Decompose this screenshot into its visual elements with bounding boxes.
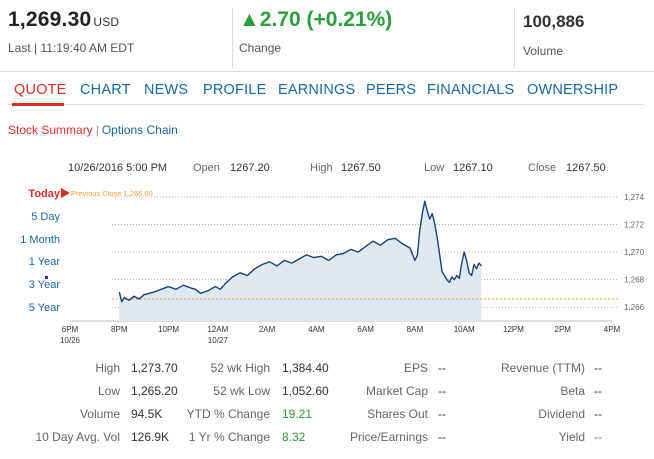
x-tick-label: 6AM: [357, 325, 374, 334]
stat-value: --: [594, 407, 602, 421]
stat-value: 19.21: [282, 407, 313, 421]
stat-value: --: [594, 430, 602, 444]
stat-value: 1,265.20: [131, 384, 178, 398]
stat-label: 52 wk High: [210, 361, 270, 375]
low-value: 1267.10: [453, 162, 493, 174]
x-tick-label: 12AM: [207, 325, 228, 334]
x-tick-label: 8PM: [111, 325, 128, 334]
stat-value: --: [594, 361, 602, 375]
y-tick-label: 1,272: [624, 221, 645, 230]
options-chain-link[interactable]: Options Chain: [101, 123, 178, 137]
stat-label: Revenue (TTM): [500, 361, 585, 375]
tab-profile[interactable]: PROFILE: [203, 82, 267, 98]
range-today[interactable]: Today: [28, 188, 60, 200]
tab-quote[interactable]: QUOTE: [14, 82, 67, 98]
tab-ownership[interactable]: OWNERSHIP: [527, 82, 619, 98]
tab-earnings[interactable]: EARNINGS: [278, 82, 356, 98]
tab-financials[interactable]: FINANCIALS: [427, 82, 515, 98]
price-box: 1,269.30 USD Last | 11:19:40 AM EDT: [8, 8, 222, 68]
currency-label: USD: [93, 15, 120, 29]
y-tick-label: 1,274: [624, 193, 645, 202]
stat-label: Volume: [79, 407, 120, 421]
stat-value: --: [438, 430, 446, 444]
y-tick-label: 1,270: [624, 248, 645, 257]
stat-value: 94.5K: [131, 407, 163, 421]
x-tick-label: 6PM: [62, 325, 79, 334]
today-marker-icon: [61, 188, 70, 198]
nav-divider: [8, 104, 644, 105]
range-3-year[interactable]: 3 Year: [28, 279, 60, 291]
main-nav: QUOTE CHART NEWS PROFILE EARNINGS PEERS …: [0, 80, 654, 104]
stat-value: 1,384.40: [282, 361, 329, 375]
stat-value: 1,273.70: [131, 361, 178, 375]
y-tick-label: 1,268: [624, 276, 645, 285]
up-arrow-icon: ▲: [239, 8, 260, 31]
tab-chart[interactable]: CHART: [80, 82, 131, 98]
x-tick-label: 10PM: [158, 325, 179, 334]
change-value: ▲2.70 (+0.21%): [239, 8, 393, 31]
active-tab-indicator: [12, 103, 64, 106]
stat-value: 8.32: [282, 430, 306, 444]
x-tick-label: 10AM: [454, 325, 475, 334]
stat-label: Shares Out: [367, 407, 428, 421]
subnav-separator: |: [95, 123, 99, 137]
range-1-month[interactable]: 1 Month: [20, 234, 60, 246]
stat-value: --: [438, 407, 446, 421]
low-label: Low: [424, 162, 445, 174]
x-tick-label: 8AM: [407, 325, 424, 334]
stat-label: Low: [97, 384, 120, 398]
stat-label: Price/Earnings: [349, 430, 428, 444]
y-tick-label: 1,266: [624, 303, 645, 312]
stat-label: Dividend: [538, 407, 585, 421]
open-value: 1267.20: [230, 162, 270, 174]
range-5-day[interactable]: 5 Day: [31, 211, 60, 223]
volume-box: 100,886 Volume: [514, 8, 654, 68]
high-label: High: [310, 162, 333, 174]
price-line: [118, 200, 482, 303]
stat-label: EPS: [403, 361, 428, 375]
stat-value: --: [438, 384, 446, 398]
stat-value: 1,052.60: [282, 384, 329, 398]
stat-value: --: [438, 361, 446, 375]
stat-label: 10 Day Avg. Vol: [35, 430, 120, 444]
stat-label: 1 Yr % Change: [188, 430, 270, 444]
volume-label: Volume: [523, 44, 564, 58]
change-box: ▲2.70 (+0.21%) Change: [232, 8, 508, 68]
range-marker-icon: [45, 276, 48, 279]
sub-nav: Stock Summary | Options Chain: [8, 123, 178, 137]
high-value: 1267.50: [341, 162, 381, 174]
stat-label: Yield: [558, 430, 585, 444]
x-tick-label: 4AM: [308, 325, 325, 334]
close-value: 1267.50: [566, 162, 606, 174]
x-tick-sublabel: 10/27: [208, 336, 229, 345]
price-area: [119, 201, 482, 321]
stat-value: --: [594, 384, 602, 398]
x-tick-label: 12PM: [503, 325, 524, 334]
stock-summary-link[interactable]: Stock Summary: [8, 123, 93, 137]
x-tick-label: 2PM: [555, 325, 572, 334]
quote-header: 1,269.30 USD Last | 11:19:40 AM EDT ▲2.70…: [0, 0, 654, 72]
last-price: 1,269.30 USD: [8, 8, 120, 31]
stat-label: High: [95, 361, 120, 375]
tab-news[interactable]: NEWS: [144, 82, 189, 98]
change-label: Change: [239, 41, 282, 55]
tab-peers[interactable]: PEERS: [366, 82, 417, 98]
x-tick-label: 4PM: [604, 325, 621, 334]
open-label: Open: [193, 162, 220, 174]
stat-label: Market Cap: [365, 384, 428, 398]
last-time: Last | 11:19:40 AM EDT: [8, 41, 135, 55]
session-date: 10/26/2016 5:00 PM: [68, 162, 168, 174]
previous-close-label: Previous Close 1,266.60: [71, 189, 153, 198]
stat-label: Beta: [560, 384, 585, 398]
x-tick-sublabel: 10/26: [60, 336, 81, 345]
x-tick-label: 2AM: [259, 325, 276, 334]
close-label: Close: [528, 162, 557, 174]
stat-label: 52 wk Low: [213, 384, 270, 398]
volume-value: 100,886: [523, 12, 585, 31]
range-5-year[interactable]: 5 Year: [28, 302, 60, 314]
stat-value: 126.9K: [131, 430, 170, 444]
range-1-year[interactable]: 1 Year: [28, 256, 60, 268]
stat-label: YTD % Change: [186, 407, 270, 421]
